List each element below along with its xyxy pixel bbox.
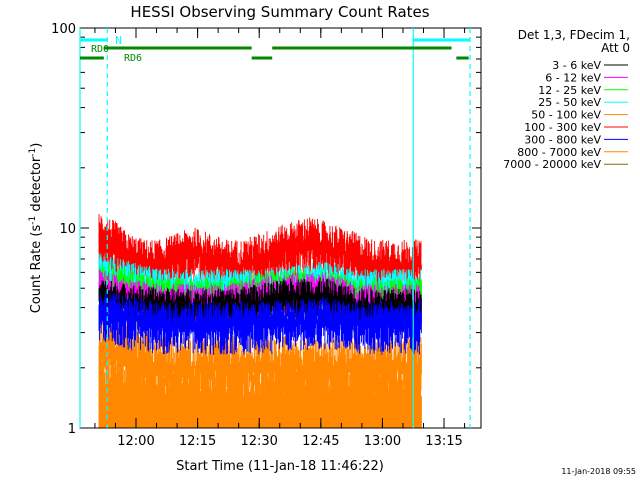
legend-entry: 800 - 7000 keV <box>517 146 628 159</box>
legend-entry: 300 - 800 keV <box>524 133 628 146</box>
x-tick-label: 12:00 <box>117 434 154 449</box>
legend-label: 3 - 6 keV <box>552 59 601 72</box>
y-axis-label-close: ) <box>29 143 44 148</box>
x-tick-label: 12:30 <box>240 434 277 449</box>
y-axis-label-tail: detector <box>29 156 44 216</box>
legend-header-2: Att 0 <box>601 41 630 55</box>
legend-entry: 25 - 50 keV <box>538 96 628 109</box>
legend-label: 7000 - 20000 keV <box>503 158 601 171</box>
y-axis-label: Count Rate (s-1 detector-1) <box>28 143 44 314</box>
series-300-800-kev <box>98 292 422 355</box>
x-tick-label: 12:15 <box>179 434 216 449</box>
legend-label: 12 - 25 keV <box>538 84 601 97</box>
legend-label: 6 - 12 keV <box>545 71 601 84</box>
x-tick-label: 12:45 <box>302 434 339 449</box>
legend-entry: 3 - 6 keV <box>552 59 628 72</box>
footer-date: 11-Jan-2018 09:55 <box>561 467 636 476</box>
axes: 1 10 100 12:00 12:15 12:30 12:45 13:00 13:15 <box>51 22 481 449</box>
legend-label: 50 - 100 keV <box>531 109 601 122</box>
legend-entry: 12 - 25 keV <box>538 84 628 97</box>
series-line <box>98 318 422 420</box>
x-axis-label: Start Time (11-Jan-18 11:46:22) <box>176 459 384 474</box>
saa-label: N <box>115 34 122 47</box>
rd6-label: RD6 <box>124 53 142 64</box>
legend-label: 25 - 50 keV <box>538 96 601 109</box>
legend-label: 300 - 800 keV <box>524 133 601 146</box>
legend-entry: 7000 - 20000 keV <box>503 158 628 171</box>
annotations: N RD0 RD6 <box>79 28 471 428</box>
chart-title: HESSI Observing Summary Count Rates <box>130 3 429 21</box>
legend-entry: 100 - 300 keV <box>524 121 628 134</box>
plot-area <box>98 214 422 428</box>
legend-label: 800 - 7000 keV <box>517 146 601 159</box>
y-tick-label: 100 <box>51 22 76 37</box>
legend-entry: 50 - 100 keV <box>531 109 628 122</box>
series-line <box>98 292 422 355</box>
rd0-label: RD0 <box>91 44 109 55</box>
x-tick-label: 13:00 <box>364 434 401 449</box>
y-tick-label: 1 <box>68 422 76 437</box>
x-tick-label: 13:15 <box>425 434 462 449</box>
series-50-100-kev <box>98 318 422 420</box>
legend-label: 100 - 300 keV <box>524 121 601 134</box>
y-axis-label-sup: -1 <box>28 216 38 225</box>
y-axis-label-sup2: -1 <box>28 148 38 157</box>
y-tick-label: 10 <box>59 222 76 237</box>
legend-entry: 6 - 12 keV <box>545 71 628 84</box>
y-axis-label-main: Count Rate (s <box>29 225 44 314</box>
legend-header-1: Det 1,3, FDecim 1, <box>518 28 630 42</box>
